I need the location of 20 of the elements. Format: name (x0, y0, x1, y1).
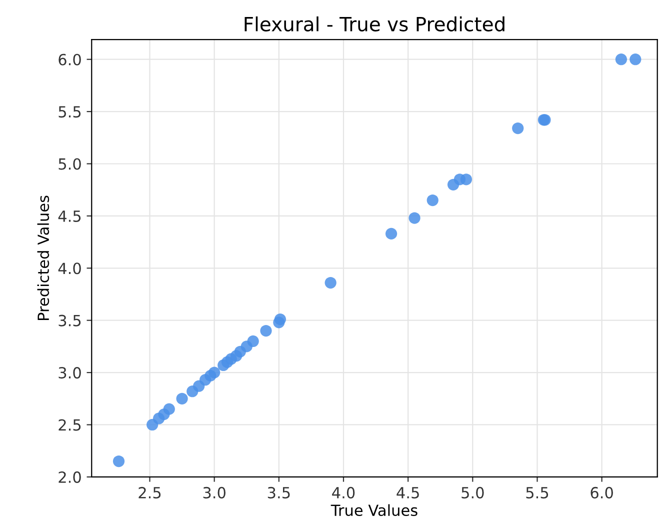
x-tick-label: 5.5 (526, 487, 548, 498)
y-tick-label: 4.5 (58, 210, 81, 222)
y-tick-label: 4.0 (58, 262, 81, 274)
y-tick-label: 2.0 (58, 471, 81, 483)
x-axis-title: True Values (330, 504, 418, 516)
y-axis-title: Predicted Values (37, 196, 50, 320)
x-tick-label: 2.5 (138, 486, 161, 498)
x-tick-label: 5.0 (462, 486, 484, 498)
x-tick-label: 3.5 (268, 486, 290, 498)
y-tick-label: 6.0 (58, 54, 81, 66)
y-tick-label: 5.0 (58, 158, 81, 170)
x-tick-label: 6.0 (590, 486, 613, 498)
y-tick-label: 3.5 (58, 314, 81, 326)
chart-title: Flexural - True vs Predicted (244, 16, 504, 32)
x-tick-label: 3.0 (203, 486, 226, 498)
y-tick-label: 5.5 (58, 106, 81, 118)
x-tick-label: 4.0 (332, 486, 355, 498)
y-tick-label: 3.0 (58, 367, 81, 379)
x-tick-label: 4.5 (396, 487, 419, 498)
y-tick-label: 2.5 (58, 419, 81, 431)
